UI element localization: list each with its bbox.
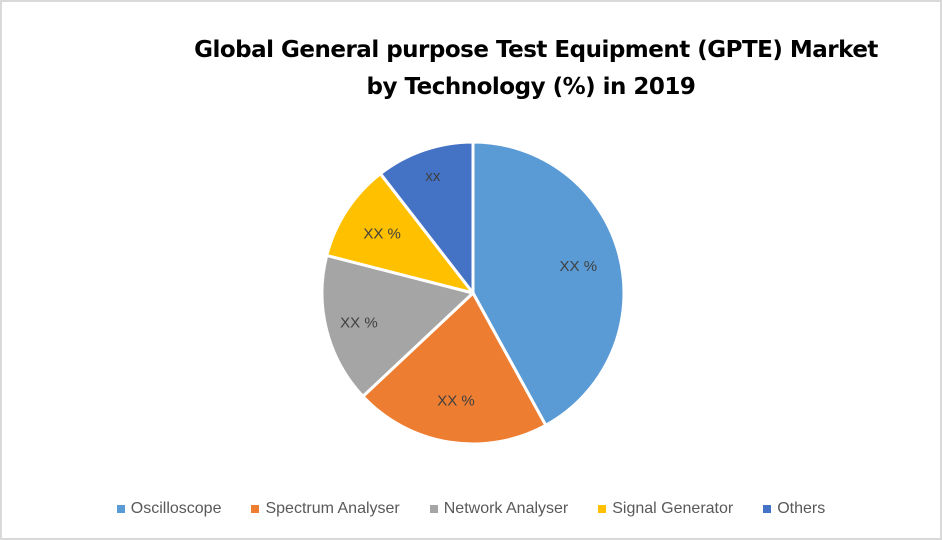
chart-title-line-2: by Technology (%) in 2019 bbox=[366, 74, 696, 100]
pie-slice-oscilloscope[interactable] bbox=[471, 140, 626, 427]
legend-item-signal-generator[interactable]: Signal Generator bbox=[598, 500, 733, 518]
legend-label: Network Analyser bbox=[443, 500, 569, 517]
legend-swatch-icon bbox=[598, 505, 607, 513]
pie-data-labels: XX % XX % XX % XX % xx bbox=[340, 168, 597, 410]
legend-item-spectrum-analyser[interactable]: Spectrum Analyser bbox=[251, 500, 400, 518]
pie-slice-network-analyser[interactable] bbox=[320, 253, 475, 398]
pie-slice-signal-generator[interactable] bbox=[325, 172, 475, 295]
legend-item-others[interactable]: Others bbox=[763, 500, 825, 518]
legend-label: Others bbox=[777, 500, 826, 517]
legend-swatch-icon bbox=[116, 505, 125, 513]
data-label: XX % bbox=[363, 225, 401, 242]
legend-swatch-icon bbox=[251, 505, 260, 513]
legend-label: Signal Generator bbox=[612, 500, 734, 517]
chart-title-line-1: Global General purpose Test Equipment (G… bbox=[194, 37, 878, 63]
legend-label: Oscilloscope bbox=[130, 500, 222, 517]
chart-title: Global General purpose Test Equipment (G… bbox=[2, 32, 940, 106]
legend-swatch-icon bbox=[763, 505, 772, 513]
legend-label: Spectrum Analyser bbox=[265, 500, 400, 517]
legend-item-oscilloscope[interactable]: Oscilloscope bbox=[116, 500, 222, 518]
pie-slice-spectrum-analyser[interactable] bbox=[361, 291, 548, 446]
chart-legend: Oscilloscope Spectrum Analyser Network A… bbox=[2, 500, 940, 518]
legend-item-network-analyser[interactable]: Network Analyser bbox=[429, 500, 569, 518]
pie-slice-others[interactable] bbox=[378, 140, 475, 295]
data-label: xx bbox=[425, 168, 441, 185]
data-label: XX % bbox=[340, 314, 378, 331]
data-label: XX % bbox=[560, 258, 598, 275]
legend-swatch-icon bbox=[429, 505, 438, 513]
data-label: XX % bbox=[437, 392, 475, 409]
pie-slices bbox=[320, 140, 626, 446]
